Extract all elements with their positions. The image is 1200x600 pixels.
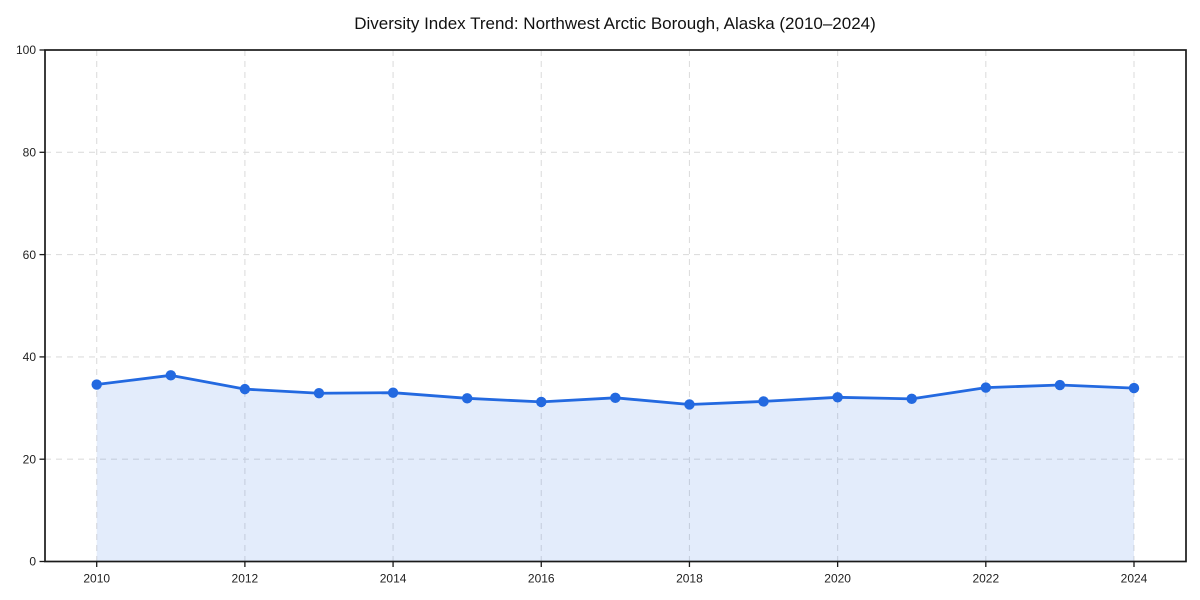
tick-labels-layer: 2010 2012 2014 2016 2018 2020 2022 2024 0 20 40 60 8…: [16, 43, 1148, 585]
x-tick-label: 2024: [1121, 572, 1148, 586]
ticks-layer: [39, 49, 1135, 567]
data-point-2021: [906, 393, 917, 405]
data-point-2023: [1054, 379, 1066, 391]
data-point-2011: [165, 370, 176, 381]
y-tick-label: 40: [23, 350, 37, 364]
data-point-2018: [684, 399, 695, 410]
x-tick-label: 2016: [528, 572, 555, 586]
data-point-2013: [313, 388, 325, 399]
x-tick-label: 2018: [676, 572, 703, 586]
y-tick-label: 0: [29, 555, 36, 569]
grid-layer: [45, 50, 1186, 562]
axes-frame: [44, 49, 1187, 563]
frame-layer: [44, 49, 1187, 563]
data-point-2020: [832, 392, 843, 403]
y-tick-label: 60: [23, 248, 37, 262]
area-layer: [96, 375, 1135, 562]
y-tick-label: 100: [16, 43, 36, 57]
data-point-2019: [758, 396, 769, 407]
x-tick-label: 2020: [824, 572, 851, 586]
data-point-2012: [239, 383, 251, 395]
x-tick-label: 2014: [380, 572, 407, 586]
data-point-2017: [610, 392, 621, 404]
x-tick-label: 2022: [972, 572, 999, 586]
data-point-2016: [536, 396, 547, 408]
data-point-2010: [91, 379, 102, 390]
x-tick-label: 2010: [83, 572, 110, 586]
x-tick-label: 2012: [232, 572, 259, 586]
y-tick-label: 20: [23, 452, 37, 466]
area-fill: [96, 375, 1135, 562]
data-point-2024: [1128, 382, 1140, 394]
y-tick-label: 80: [23, 146, 37, 160]
points-layer: [91, 370, 1140, 410]
data-point-2015: [461, 393, 473, 404]
data-point-2014: [387, 387, 399, 398]
data-point-2022: [980, 382, 992, 393]
chart-title: Diversity Index Trend: Northwest Arctic …: [354, 14, 876, 33]
